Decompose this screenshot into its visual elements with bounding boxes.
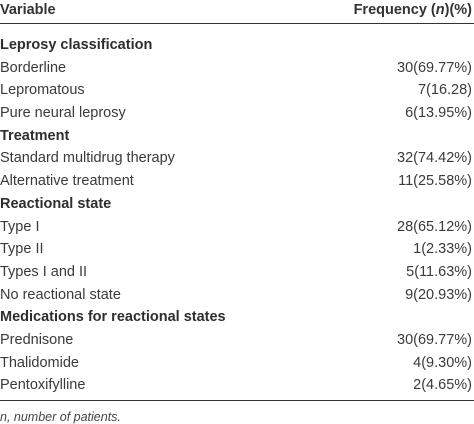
- row-frequency: 4(9.30%): [413, 354, 472, 371]
- table-row: Alternative treatment 11(25.58%): [0, 170, 474, 193]
- section-title: Reactional state: [0, 195, 112, 212]
- section-header-row: Treatment: [0, 125, 474, 148]
- header-frequency: Frequency (n)(%): [354, 0, 472, 20]
- row-label: Type I: [0, 218, 40, 235]
- table-row: Type II 1(2.33%): [0, 238, 474, 261]
- table-row: No reactional state 9(20.93%): [0, 284, 474, 307]
- table-row: Thalidomide 4(9.30%): [0, 352, 474, 375]
- row-frequency: 30(69.77%): [397, 59, 472, 76]
- table-row: Standard multidrug therapy 32(74.42%): [0, 147, 474, 170]
- row-frequency: 7(16.28): [417, 82, 472, 99]
- row-frequency: 6(13.95%): [405, 105, 472, 122]
- row-frequency: 32(74.42%): [397, 150, 472, 167]
- row-label: Type II: [0, 241, 44, 258]
- row-frequency: 1(2.33%): [413, 241, 472, 258]
- row-frequency: 11(25.58%): [398, 173, 472, 190]
- header-frequency-suffix: )(%): [444, 2, 472, 18]
- row-label: Standard multidrug therapy: [0, 150, 175, 167]
- row-label: Types I and II: [0, 263, 88, 280]
- header-variable: Variable: [0, 2, 56, 18]
- table-body: Leprosy classification Borderline 30(69.77…: [0, 24, 474, 401]
- row-frequency: 2(4.65%): [413, 377, 472, 394]
- section-header-row: Medications for reactional states: [0, 306, 474, 329]
- data-table: Variable Frequency (n)(%) Leprosy classi…: [0, 0, 474, 401]
- table-header: Variable Frequency (n)(%): [0, 0, 474, 24]
- table-row: Pentoxifylline 2(4.65%): [0, 374, 474, 397]
- table-row: Lepromatous 7(16.28): [0, 79, 474, 102]
- section-title: Treatment: [0, 127, 70, 144]
- row-label: Pentoxifylline: [0, 377, 86, 394]
- section-header-row: Leprosy classification: [0, 34, 474, 57]
- row-label: Lepromatous: [0, 82, 85, 99]
- row-label: Prednisone: [0, 331, 74, 348]
- row-label: Pure neural leprosy: [0, 105, 126, 122]
- row-label: No reactional state: [0, 286, 121, 303]
- table-row: Type I 28(65.12%): [0, 216, 474, 239]
- row-label: Borderline: [0, 59, 67, 76]
- table-row: Types I and II 5(11.63%): [0, 261, 474, 284]
- table-footnote: n, number of patients.: [0, 410, 121, 424]
- section-title: Leprosy classification: [0, 37, 153, 53]
- row-frequency: 28(65.12%): [397, 218, 472, 235]
- row-label: Alternative treatment: [0, 173, 134, 190]
- section-title: Medications for reactional states: [0, 309, 226, 326]
- header-frequency-prefix: Frequency (: [353, 2, 436, 18]
- row-frequency: 30(69.77%): [397, 331, 472, 348]
- table-row: Prednisone 30(69.77%): [0, 329, 474, 352]
- row-frequency: 9(20.93%): [405, 286, 472, 303]
- header-frequency-n: n: [435, 2, 445, 18]
- table-row: Pure neural leprosy 6(13.95%): [0, 102, 474, 125]
- row-frequency: 5(11.63%): [406, 263, 472, 280]
- section-header-row: Reactional state: [0, 193, 474, 216]
- row-label: Thalidomide: [0, 354, 79, 371]
- table-row: Borderline 30(69.77%): [0, 57, 474, 80]
